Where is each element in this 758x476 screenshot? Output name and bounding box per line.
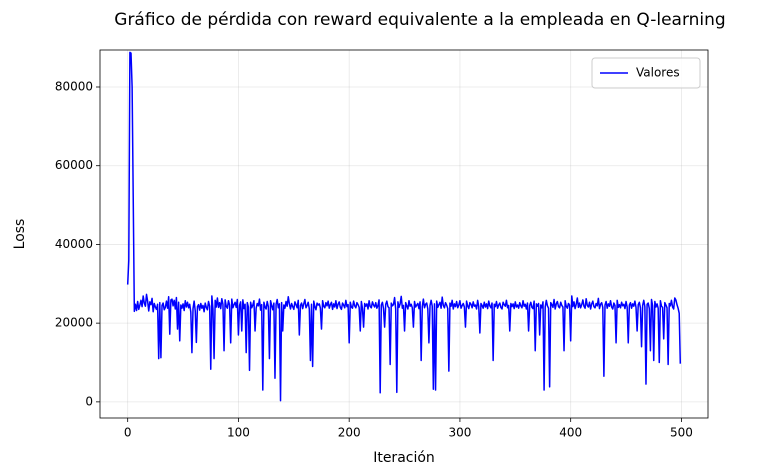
legend-label: Valores [636, 66, 680, 80]
line-series [126, 51, 682, 402]
y-axis-label: Loss [12, 219, 28, 250]
x-tick-label: 500 [670, 426, 693, 440]
y-tick-label: 80000 [55, 79, 93, 93]
x-tick-label: 100 [227, 426, 250, 440]
legend-box [591, 57, 701, 89]
x-tick-label: 200 [338, 426, 361, 440]
y-tick-label: 20000 [55, 316, 93, 330]
y-tick-label: 40000 [55, 237, 93, 251]
x-axis-label: Iteración [373, 450, 435, 466]
x-tick-label: 400 [559, 426, 582, 440]
chart-title: Gráfico de pérdida con reward equivalent… [114, 10, 725, 30]
x-tick-label: 300 [448, 426, 471, 440]
y-tick-label: 0 [85, 394, 93, 408]
y-tick-label: 60000 [55, 158, 93, 172]
plot-frame [99, 49, 709, 419]
x-tick-label: 0 [124, 426, 132, 440]
